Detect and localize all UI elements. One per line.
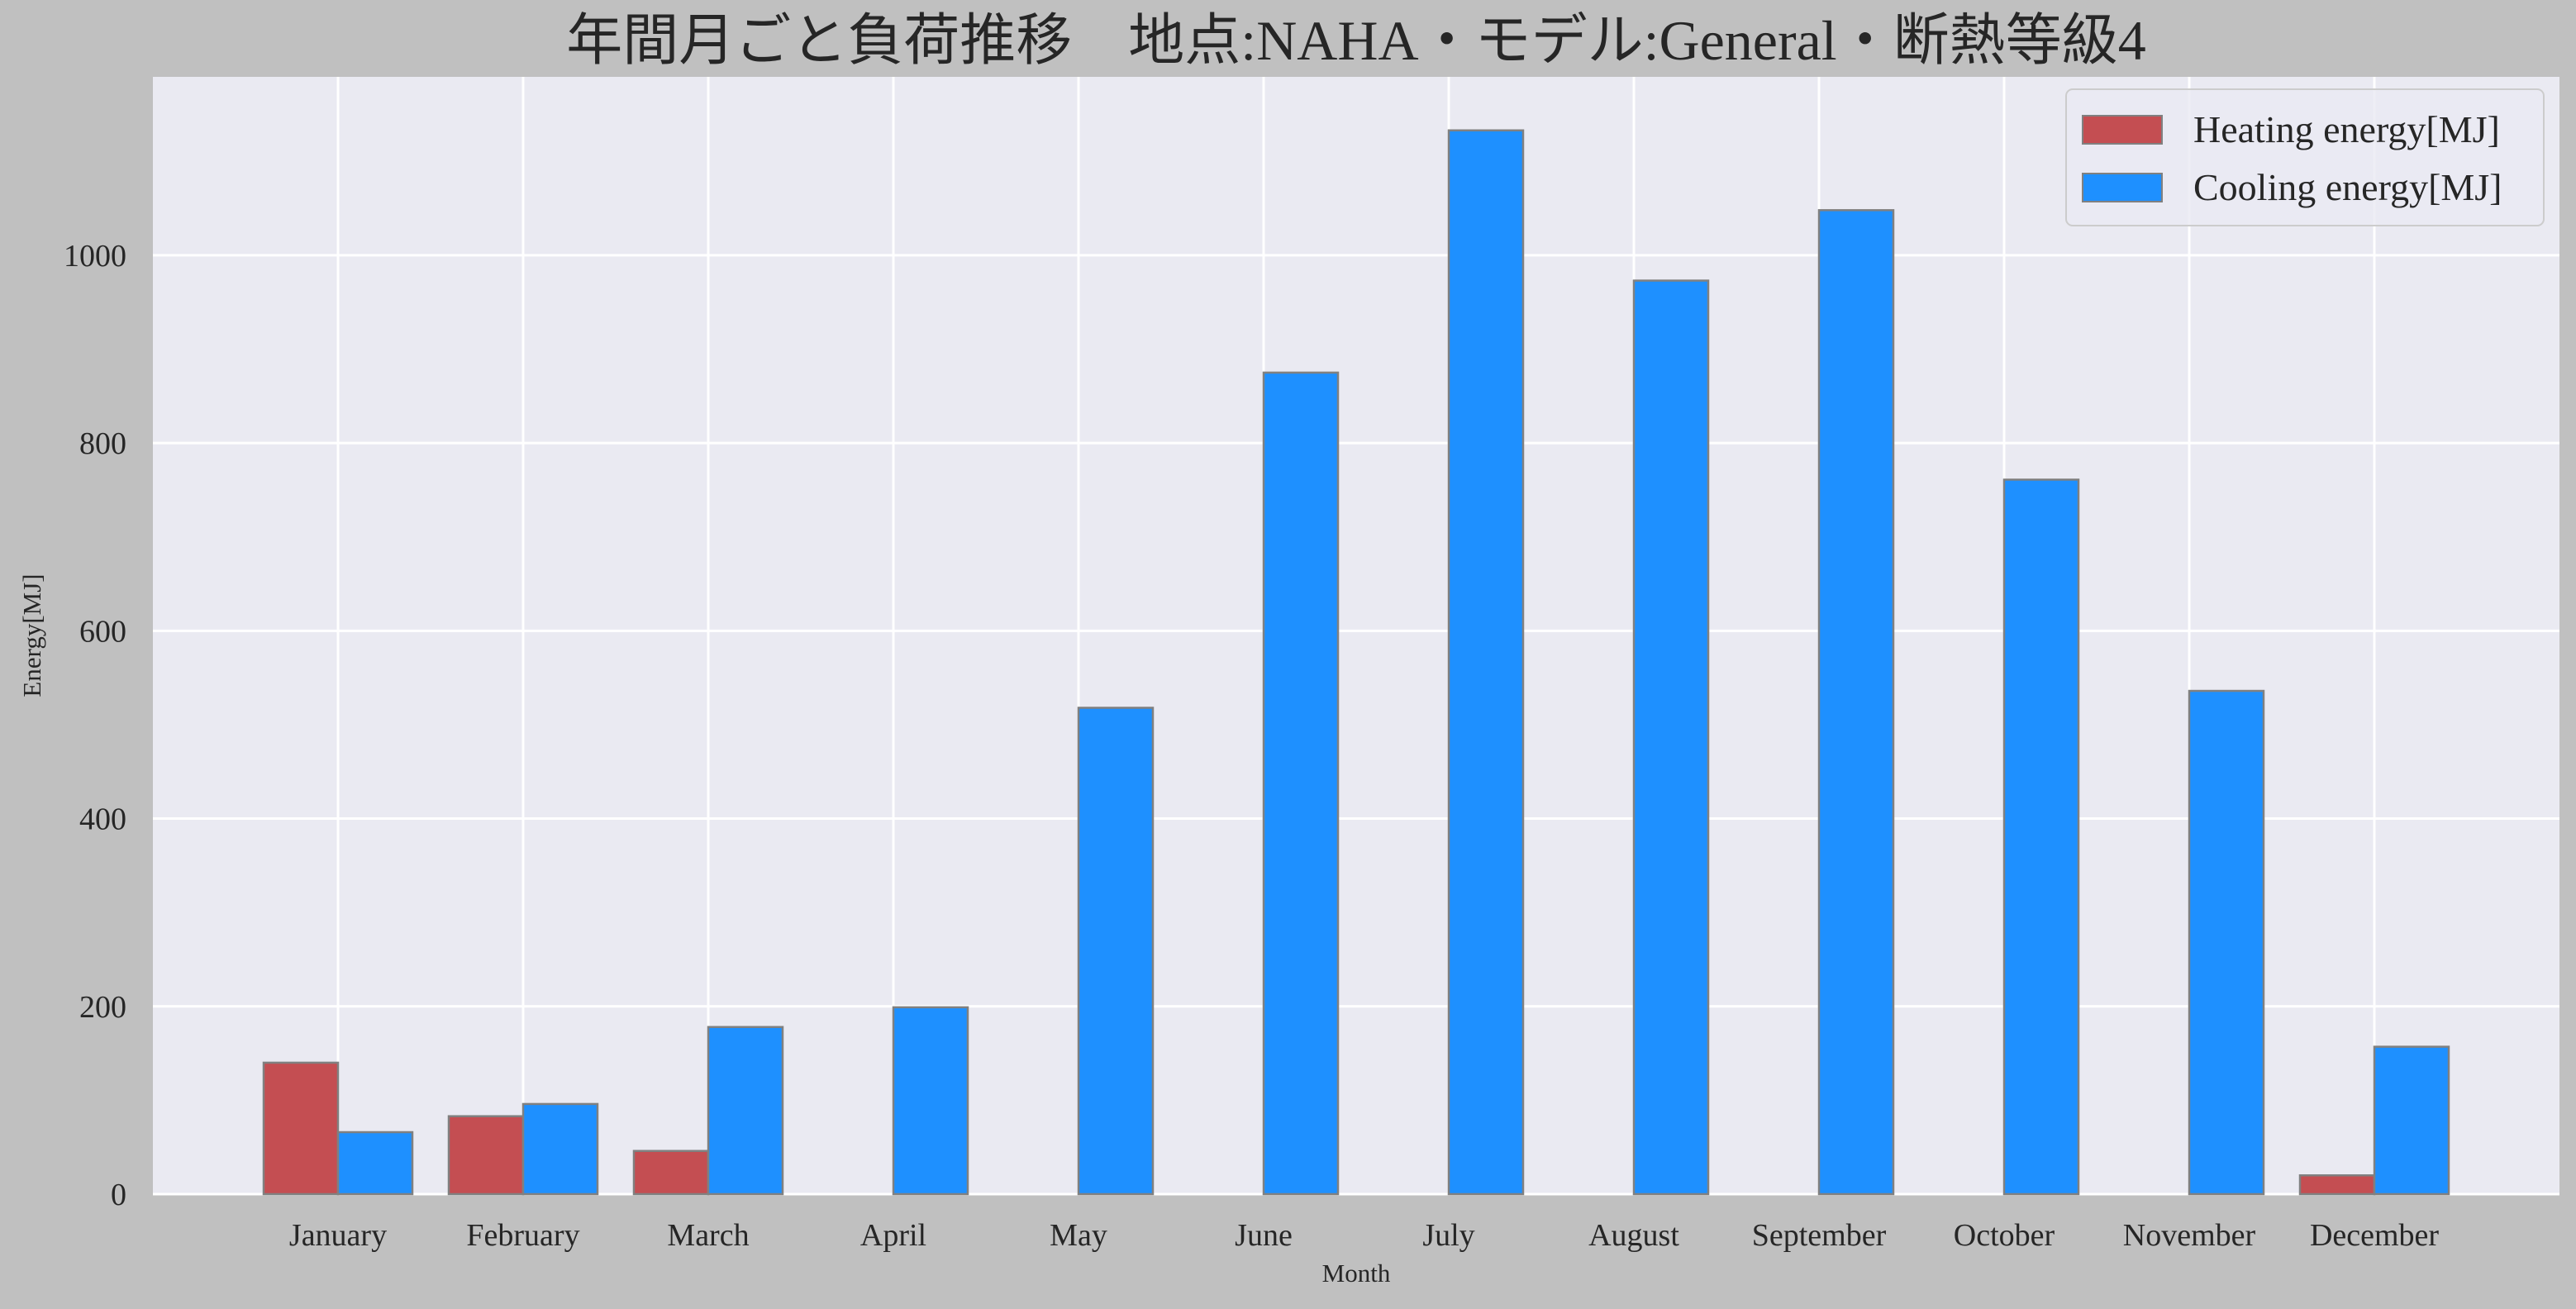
x-tick-label: December bbox=[2310, 1218, 2439, 1253]
cooling-bar-march bbox=[707, 1026, 784, 1196]
cooling-bar-june bbox=[1262, 371, 1340, 1196]
plot-area bbox=[153, 77, 2559, 1194]
legend-box bbox=[2065, 88, 2545, 226]
y-axis-label: Energy[MJ] bbox=[17, 574, 46, 697]
x-tick-label: June bbox=[1235, 1218, 1293, 1253]
heating-bar-march bbox=[632, 1150, 710, 1196]
legend-swatch-cooling bbox=[2082, 173, 2163, 202]
legend: Heating energy[MJ] Cooling energy[MJ] bbox=[2065, 88, 2545, 226]
y-tick-label: 600 bbox=[79, 614, 126, 649]
x-tick-label: September bbox=[1752, 1218, 1887, 1253]
heating-bar-december bbox=[2298, 1174, 2376, 1196]
cooling-bar-october bbox=[2002, 478, 2080, 1196]
y-tick-label: 200 bbox=[79, 990, 126, 1025]
heating-bar-january bbox=[262, 1061, 340, 1196]
x-tick-label: May bbox=[1050, 1218, 1107, 1253]
x-tick-label: April bbox=[860, 1218, 926, 1253]
legend-label-cooling: Cooling energy[MJ] bbox=[2193, 166, 2502, 208]
cooling-bar-february bbox=[521, 1102, 599, 1196]
x-tick-label: November bbox=[2123, 1218, 2256, 1253]
y-tick-labels: 0 200 400 600 800 1000 bbox=[64, 239, 126, 1212]
chart-title: 年間月ごと負荷推移 地点:NAHA・モデル:General・断熱等級4 bbox=[566, 9, 2145, 72]
x-tick-label: August bbox=[1588, 1218, 1679, 1253]
x-tick-labels: January February March April May June July Augu… bbox=[289, 1218, 2439, 1253]
legend-label-heating: Heating energy[MJ] bbox=[2193, 108, 2500, 150]
x-tick-label: March bbox=[667, 1218, 749, 1253]
cooling-bar-august bbox=[1632, 279, 1710, 1196]
cooling-bar-july bbox=[1447, 129, 1525, 1196]
cooling-bar-september bbox=[1817, 209, 1895, 1196]
bars bbox=[262, 129, 2450, 1196]
cooling-bar-may bbox=[1077, 707, 1155, 1196]
cooling-bar-april bbox=[892, 1006, 969, 1196]
x-tick-label: January bbox=[289, 1218, 387, 1253]
cooling-bar-december bbox=[2373, 1045, 2450, 1196]
x-tick-label: October bbox=[1954, 1218, 2055, 1253]
x-axis-label: Month bbox=[1322, 1259, 1391, 1288]
x-tick-label: February bbox=[466, 1218, 579, 1253]
cooling-bar-january bbox=[336, 1130, 414, 1196]
cooling-bar-november bbox=[2188, 689, 2265, 1196]
legend-swatch-heating bbox=[2082, 115, 2163, 145]
x-tick-label: July bbox=[1422, 1218, 1474, 1253]
y-tick-label: 0 bbox=[111, 1178, 126, 1212]
y-tick-label: 400 bbox=[79, 802, 126, 837]
y-tick-label: 800 bbox=[79, 426, 126, 461]
heating-bar-february bbox=[447, 1115, 525, 1196]
y-tick-label: 1000 bbox=[64, 239, 126, 274]
